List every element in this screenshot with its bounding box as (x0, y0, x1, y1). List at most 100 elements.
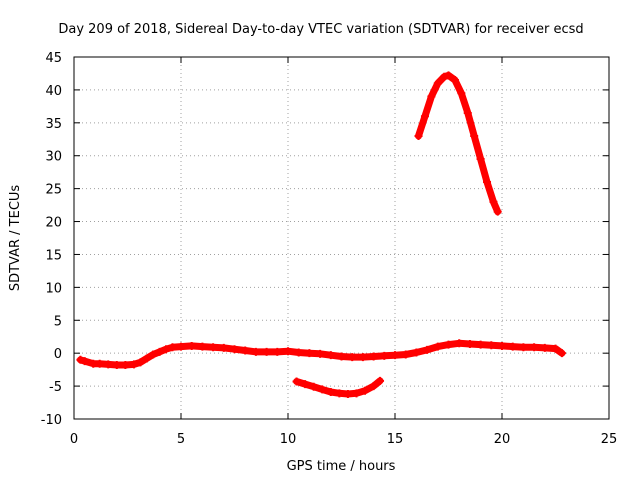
data-point (301, 380, 310, 389)
data-point (519, 343, 528, 352)
y-tick-label: 0 (54, 347, 62, 362)
data-point (273, 347, 282, 356)
y-tick-label: 30 (45, 150, 62, 165)
data-point (530, 343, 539, 352)
data-point (326, 388, 335, 397)
data-point (251, 347, 260, 356)
data-point (414, 131, 423, 140)
x-tick-label: 15 (387, 432, 404, 447)
data-point (508, 342, 517, 351)
data-point (209, 343, 218, 352)
data-point (433, 79, 442, 88)
data-point (187, 341, 196, 350)
x-tick-label: 0 (70, 432, 78, 447)
chart-title: Day 209 of 2018, Sidereal Day-to-day VTE… (58, 22, 583, 37)
data-point (112, 361, 121, 370)
x-axis-label: GPS time / hours (287, 459, 396, 474)
data-point (136, 358, 145, 367)
series-peak-arc (414, 71, 502, 216)
data-point (326, 351, 335, 360)
data-point (162, 345, 171, 354)
data-point (149, 350, 158, 359)
data-point (177, 342, 185, 351)
data-point (121, 361, 130, 370)
data-point (444, 71, 453, 80)
data-point (292, 377, 301, 386)
series-track (415, 71, 502, 216)
y-tick-label: -10 (41, 413, 62, 428)
grid-lines (74, 57, 609, 419)
data-point (401, 350, 410, 359)
data-point (540, 343, 549, 352)
data-point (487, 341, 496, 350)
data-points (76, 71, 566, 398)
y-tick-label: 5 (54, 314, 62, 329)
data-point (309, 382, 318, 391)
y-axis-label: SDTVAR / TECUs (8, 185, 23, 292)
series-track (293, 377, 384, 398)
data-point (241, 346, 250, 355)
data-point (168, 343, 177, 352)
data-point (476, 155, 485, 164)
data-point (305, 349, 314, 358)
data-point (335, 389, 344, 398)
y-tick-label: 20 (45, 216, 62, 231)
data-point (483, 178, 492, 187)
y-tick-label: 25 (45, 183, 62, 198)
data-point (80, 357, 89, 366)
y-tick-label: 10 (45, 281, 62, 296)
data-point (155, 347, 164, 356)
data-point (219, 343, 228, 352)
data-point (457, 89, 466, 98)
data-point (318, 385, 327, 394)
data-point (142, 354, 151, 363)
data-point (337, 352, 346, 361)
data-point (104, 360, 113, 369)
data-point (551, 344, 560, 353)
data-point (380, 351, 389, 360)
data-point (348, 353, 357, 362)
data-point (352, 389, 361, 398)
data-point (557, 349, 566, 358)
data-point (444, 340, 453, 349)
data-point (420, 112, 429, 121)
data-point (343, 389, 352, 398)
data-point (498, 341, 506, 350)
data-point (470, 131, 479, 140)
data-point (465, 339, 474, 348)
data-point (433, 342, 442, 351)
data-point (129, 360, 138, 369)
data-point (369, 382, 378, 391)
x-tick-label: 5 (177, 432, 185, 447)
data-point (427, 92, 436, 101)
y-tick-label: -5 (49, 380, 62, 395)
data-point (95, 359, 104, 368)
series-low-arc (292, 376, 385, 398)
y-tick-label: 35 (45, 117, 62, 132)
x-tick-label: 25 (601, 432, 618, 447)
data-point (476, 340, 485, 349)
data-point (376, 376, 385, 385)
y-tick-label: 40 (45, 84, 62, 99)
data-point (198, 342, 207, 351)
y-tick-label: 15 (45, 248, 62, 263)
x-tick-label: 20 (494, 432, 511, 447)
data-point (489, 197, 498, 206)
data-point (493, 207, 502, 216)
plot-frame (73, 56, 610, 420)
data-point (455, 339, 464, 348)
data-point (423, 345, 432, 354)
data-point (463, 108, 472, 117)
axis-ticks: 0 5 10 15 20 25 -10 -5 0 5 10 15 20 25 30 35 40 45 (41, 51, 618, 447)
data-point (76, 355, 85, 364)
data-point (369, 352, 378, 361)
data-point (440, 72, 449, 81)
data-point (284, 347, 292, 356)
data-point (230, 345, 239, 354)
x-tick-label: 10 (280, 432, 297, 447)
data-point (358, 353, 367, 362)
data-point (316, 349, 325, 358)
data-point (262, 347, 271, 356)
y-tick-label: 45 (45, 51, 62, 66)
